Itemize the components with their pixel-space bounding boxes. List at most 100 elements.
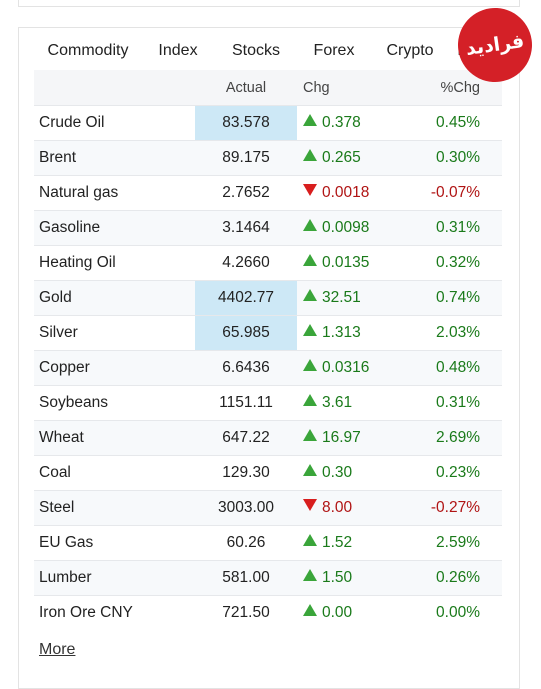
actual-cell: 4.2660 bbox=[195, 245, 297, 281]
row[interactable]: EU Gas 60.26 1.52 2.59% bbox=[34, 525, 502, 561]
direction-arrow bbox=[303, 429, 317, 441]
percent-cell: 0.74% bbox=[404, 280, 502, 316]
actual-cell: 721.50 bbox=[195, 595, 297, 630]
actual-cell: 65.985 bbox=[195, 315, 297, 351]
actual-cell: 60.26 bbox=[195, 525, 297, 561]
change-cell: 16.97 bbox=[297, 420, 404, 456]
percent-cell: 0.31% bbox=[404, 210, 502, 246]
direction-arrow bbox=[303, 394, 317, 406]
actual-cell: 3003.00 bbox=[195, 490, 297, 526]
previous-card bbox=[18, 0, 520, 7]
percent-cell: 0.45% bbox=[404, 105, 502, 141]
change-value: 0.0098 bbox=[322, 219, 370, 236]
row[interactable]: Copper 6.6436 0.0316 0.48% bbox=[34, 350, 502, 386]
direction-arrow bbox=[303, 114, 317, 126]
actual-cell: 4402.77 bbox=[195, 280, 297, 316]
row[interactable]: Silver 65.985 1.313 2.03% bbox=[34, 315, 502, 351]
percent-cell: 0.23% bbox=[404, 455, 502, 491]
change-value: 16.97 bbox=[322, 429, 361, 446]
name-cell: Iron Ore CNY bbox=[34, 595, 195, 630]
change-cell: 0.00 bbox=[297, 595, 404, 630]
direction-arrow bbox=[303, 289, 317, 301]
change-cell: 0.0135 bbox=[297, 245, 404, 281]
change-value: 1.50 bbox=[322, 569, 353, 586]
percent-cell: 0.00% bbox=[404, 595, 502, 630]
name-cell: Silver bbox=[34, 315, 195, 351]
name-cell: Crude Oil bbox=[34, 105, 195, 141]
direction-arrow bbox=[303, 149, 317, 161]
actual-cell: 83.578 bbox=[195, 105, 297, 141]
change-cell: 32.51 bbox=[297, 280, 404, 316]
name-cell: Gasoline bbox=[34, 210, 195, 246]
change-cell: 3.61 bbox=[297, 385, 404, 421]
percent-cell: 0.30% bbox=[404, 140, 502, 176]
change-cell: 0.265 bbox=[297, 140, 404, 176]
direction-arrow bbox=[303, 184, 317, 196]
actual-cell: 129.30 bbox=[195, 455, 297, 491]
row[interactable]: Gasoline 3.1464 0.0098 0.31% bbox=[34, 210, 502, 246]
direction-arrow bbox=[303, 254, 317, 266]
row[interactable]: Natural gas 2.7652 0.0018 -0.07% bbox=[34, 175, 502, 211]
commodity-table: Actual Chg %Chg Crude Oil 83.578 0.378 0.45… bbox=[34, 70, 502, 630]
row[interactable]: Heating Oil 4.2660 0.0135 0.32% bbox=[34, 245, 502, 281]
tab[interactable]: Crypto bbox=[386, 42, 434, 59]
change-value: 0.0135 bbox=[322, 254, 370, 271]
header-row: Actual Chg %Chg bbox=[34, 70, 502, 106]
row[interactable]: Iron Ore CNY 721.50 0.00 0.00% bbox=[34, 595, 502, 630]
actual-cell: 1151.11 bbox=[195, 385, 297, 421]
percent-cell: 2.59% bbox=[404, 525, 502, 561]
actual-cell: 3.1464 bbox=[195, 210, 297, 246]
change-cell: 1.52 bbox=[297, 525, 404, 561]
actual-cell: 581.00 bbox=[195, 560, 297, 596]
page: CommodityIndexStocksForexCryptoBonds Act… bbox=[18, 0, 537, 689]
change-cell: 0.0316 bbox=[297, 350, 404, 386]
change-value: 0.378 bbox=[322, 114, 361, 131]
percent-cell: 2.03% bbox=[404, 315, 502, 351]
tab[interactable]: Stocks bbox=[231, 42, 280, 59]
direction-arrow bbox=[303, 569, 317, 581]
actual-cell: 647.22 bbox=[195, 420, 297, 456]
change-cell: 0.30 bbox=[297, 455, 404, 491]
name-cell: Coal bbox=[34, 455, 195, 491]
actual-cell: 6.6436 bbox=[195, 350, 297, 386]
change-value: 0.30 bbox=[322, 464, 353, 481]
change-cell: 1.313 bbox=[297, 315, 404, 351]
row[interactable]: Brent 89.175 0.265 0.30% bbox=[34, 140, 502, 176]
direction-arrow bbox=[303, 499, 317, 511]
change-value: 0.00 bbox=[322, 604, 353, 621]
tab-bar: CommodityIndexStocksForexCryptoBonds bbox=[34, 38, 510, 72]
change-value: 0.265 bbox=[322, 149, 361, 166]
row[interactable]: Crude Oil 83.578 0.378 0.45% bbox=[34, 105, 502, 141]
more-link[interactable]: More bbox=[39, 641, 76, 658]
direction-arrow bbox=[303, 534, 317, 546]
tab[interactable]: Commodity bbox=[34, 38, 142, 72]
header-cell: Actual bbox=[195, 70, 297, 106]
row[interactable]: Wheat 647.22 16.97 2.69% bbox=[34, 420, 502, 456]
direction-arrow bbox=[303, 324, 317, 336]
row[interactable]: Coal 129.30 0.30 0.23% bbox=[34, 455, 502, 491]
actual-cell: 89.175 bbox=[195, 140, 297, 176]
row[interactable]: Soybeans 1151.11 3.61 0.31% bbox=[34, 385, 502, 421]
change-value: 32.51 bbox=[322, 289, 361, 306]
change-cell: 0.0098 bbox=[297, 210, 404, 246]
change-value: 0.0316 bbox=[322, 359, 370, 376]
change-value: 8.00 bbox=[322, 499, 353, 516]
change-value: 0.0018 bbox=[322, 184, 370, 201]
name-cell: Gold bbox=[34, 280, 195, 316]
percent-cell: 0.32% bbox=[404, 245, 502, 281]
row[interactable]: Gold 4402.77 32.51 0.74% bbox=[34, 280, 502, 316]
change-cell: 0.0018 bbox=[297, 175, 404, 211]
percent-cell: -0.07% bbox=[404, 175, 502, 211]
row[interactable]: Lumber 581.00 1.50 0.26% bbox=[34, 560, 502, 596]
name-cell: EU Gas bbox=[34, 525, 195, 561]
direction-arrow bbox=[303, 464, 317, 476]
tab[interactable]: Forex bbox=[313, 42, 355, 59]
name-cell: Soybeans bbox=[34, 385, 195, 421]
header-cell bbox=[34, 70, 195, 106]
name-cell: Lumber bbox=[34, 560, 195, 596]
name-cell: Brent bbox=[34, 140, 195, 176]
percent-cell: -0.27% bbox=[404, 490, 502, 526]
row[interactable]: Steel 3003.00 8.00 -0.27% bbox=[34, 490, 502, 526]
change-cell: 1.50 bbox=[297, 560, 404, 596]
tab[interactable]: Index bbox=[158, 42, 198, 59]
